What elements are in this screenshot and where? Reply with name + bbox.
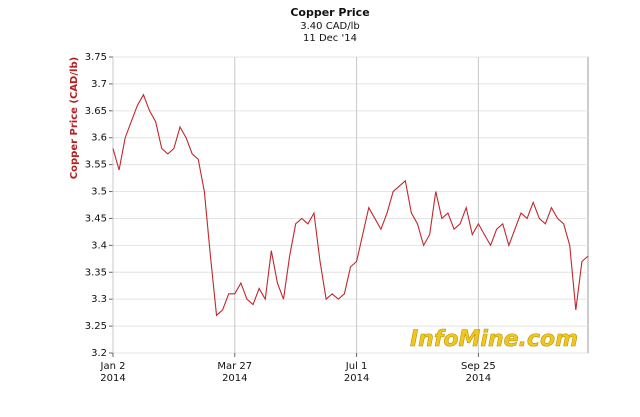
- y-tick-label: 3.3: [91, 294, 107, 305]
- y-tick-label: 3.2: [91, 348, 107, 359]
- y-tick-label: 3.65: [85, 106, 107, 117]
- y-tick-label: 3.35: [85, 267, 107, 278]
- price-line: [112, 93, 589, 317]
- chart-title: Copper Price: [290, 6, 369, 19]
- chart-subtitle: 3.40 CAD/lb: [300, 21, 359, 32]
- y-tick-label: 3.75: [85, 52, 107, 63]
- x-tick-label: Jul 1 2014: [344, 361, 369, 384]
- y-tick-label: 3.55: [85, 160, 107, 171]
- x-tick-label: Sep 25 2014: [461, 361, 496, 384]
- plot-area: [112, 56, 589, 354]
- watermark: InfoMine.com: [410, 327, 578, 352]
- x-tick-label: Jan 2 2014: [100, 361, 126, 384]
- y-tick-label: 3.7: [91, 79, 107, 90]
- chart-date: 11 Dec '14: [303, 33, 357, 44]
- y-axis-label: Copper Price (CAD/lb): [69, 57, 80, 179]
- y-tick-label: 3.5: [91, 187, 107, 198]
- y-tick-label: 3.25: [85, 321, 107, 332]
- x-tick-label: Mar 27 2014: [217, 361, 252, 384]
- y-tick-label: 3.45: [85, 213, 107, 224]
- y-tick-label: 3.6: [91, 133, 107, 144]
- y-tick-label: 3.4: [91, 240, 107, 251]
